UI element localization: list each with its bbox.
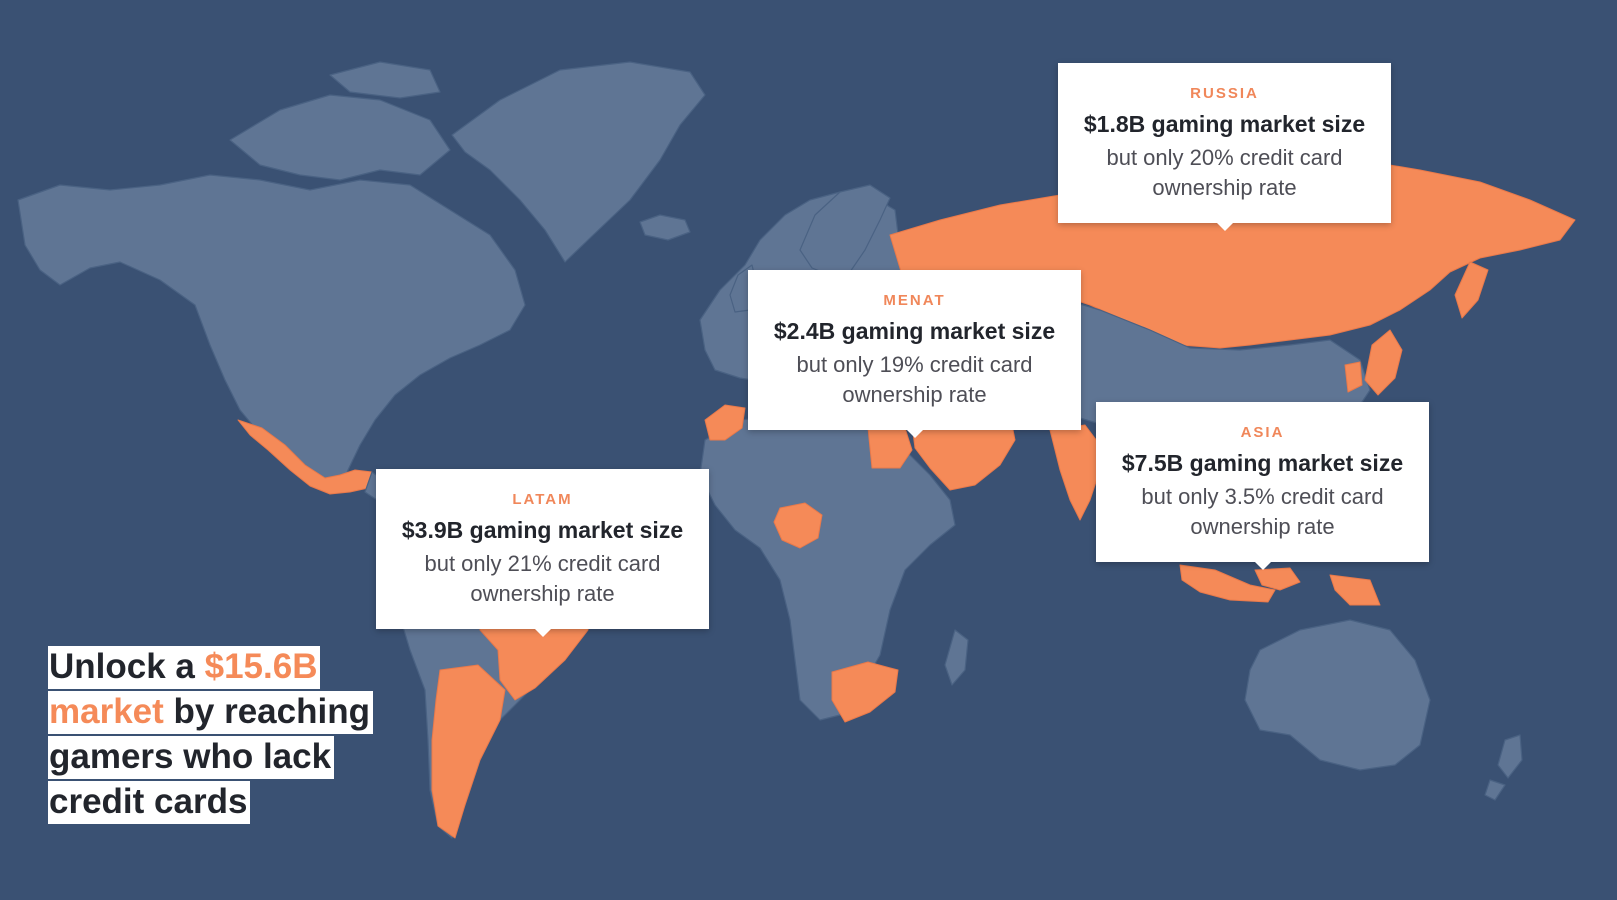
callout-russia-headline: $1.8B gaming market size: [1083, 111, 1366, 137]
callout-latam-headline: $3.9B gaming market size: [401, 517, 684, 543]
headline-highlighted-block: Unlock a $15.6B market by reaching gamer…: [48, 646, 373, 824]
africa-shape: [699, 414, 956, 721]
callout-asia-region: ASIA: [1240, 424, 1285, 441]
callout-menat: MENAT $2.4B gaming market size but only …: [748, 270, 1081, 438]
callout-asia: ASIA $7.5B gaming market size but only 3…: [1096, 402, 1429, 570]
callout-asia-headline: $7.5B gaming market size: [1121, 450, 1404, 476]
australia-shape: [1244, 619, 1431, 771]
callout-latam-region: LATAM: [512, 491, 573, 508]
south-africa-shape: [831, 661, 899, 723]
callout-menat-region: MENAT: [883, 292, 946, 309]
india-shape: [1049, 424, 1101, 521]
callout-latam-detail-line2: ownership rate: [470, 581, 615, 606]
callout-menat-headline: $2.4B gaming market size: [773, 318, 1056, 344]
callout-asia-detail-line1: but only 3.5% credit card: [1141, 484, 1384, 509]
madagascar-shape: [944, 629, 969, 686]
callout-russia: RUSSIA $1.8B gaming market size but only…: [1058, 63, 1391, 231]
indonesia-shape: [1179, 564, 1276, 603]
headline-text: Unlock a $15.6B market by reaching gamer…: [48, 644, 408, 824]
iceland-shape: [639, 214, 691, 241]
headline-suffix: by reaching gamers who lack credit cards: [49, 692, 370, 821]
callout-menat-detail-line1: but only 19% credit card: [796, 352, 1033, 377]
greenland-shape: [451, 61, 706, 263]
new-zealand-shape: [1497, 734, 1523, 779]
callout-menat-detail-line2: ownership rate: [842, 382, 987, 407]
headline-highlight: $15.6B market: [49, 647, 318, 731]
nigeria-shape: [773, 502, 823, 549]
callout-russia-detail-line1: but only 20% credit card: [1106, 145, 1343, 170]
headline-prefix: Unlock a: [49, 647, 205, 686]
japan-shape: [1364, 329, 1403, 396]
callout-latam: LATAM $3.9B gaming market size but only …: [376, 469, 709, 637]
callout-latam-detail-line1: but only 21% credit card: [424, 551, 661, 576]
arctic-islands-shape: [229, 94, 451, 181]
callout-asia-detail-line2: ownership rate: [1190, 514, 1335, 539]
morocco-shape: [704, 404, 746, 441]
argentina-shape: [431, 664, 506, 839]
north-america-shape: [17, 174, 526, 491]
callout-russia-detail-line2: ownership rate: [1152, 175, 1297, 200]
callout-russia-region: RUSSIA: [1190, 85, 1259, 102]
